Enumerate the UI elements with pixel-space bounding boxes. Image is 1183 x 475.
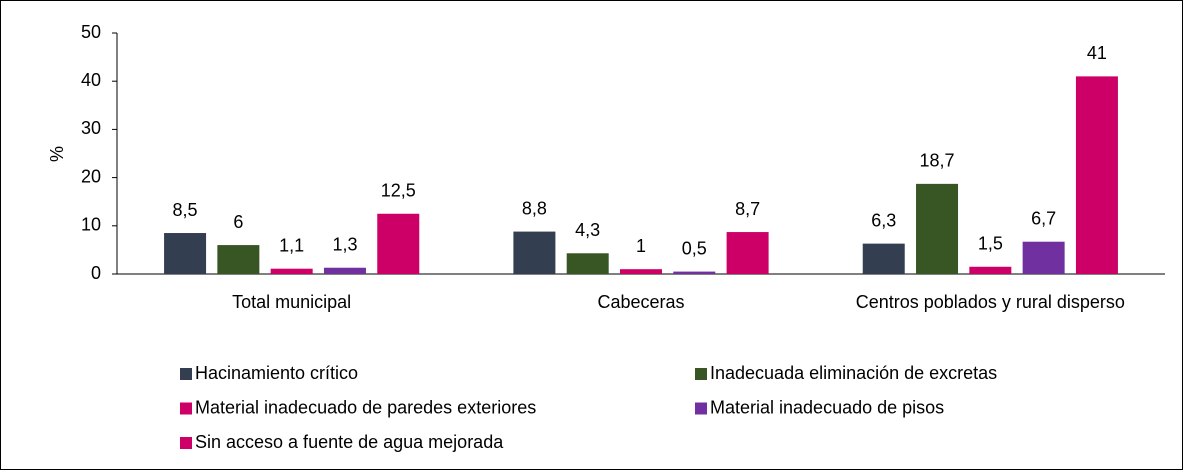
bar bbox=[726, 232, 769, 274]
legend-swatch bbox=[180, 368, 192, 380]
y-tick-label: 20 bbox=[81, 166, 101, 186]
x-tick-label: Total municipal bbox=[232, 292, 351, 312]
bar bbox=[270, 268, 313, 274]
y-tick-label: 40 bbox=[81, 70, 101, 90]
data-label: 41 bbox=[1087, 43, 1107, 63]
bar bbox=[916, 183, 959, 274]
data-label: 8,8 bbox=[522, 198, 547, 218]
y-tick-label: 30 bbox=[81, 118, 101, 138]
legend-swatch bbox=[695, 368, 707, 380]
data-label: 18,7 bbox=[920, 151, 955, 171]
legend-label: Material inadecuado de pisos bbox=[710, 397, 944, 417]
bar bbox=[673, 271, 716, 274]
legend-swatch bbox=[695, 402, 707, 415]
data-label: 8,7 bbox=[735, 199, 760, 219]
bar bbox=[1075, 76, 1118, 274]
data-label: 1,3 bbox=[332, 234, 357, 254]
legend-label: Inadecuada eliminación de excretas bbox=[710, 363, 997, 383]
data-label: 4,3 bbox=[575, 220, 600, 240]
bar bbox=[513, 231, 556, 274]
legend-swatch bbox=[180, 402, 192, 415]
data-label: 1,5 bbox=[978, 234, 1003, 254]
data-label: 12,5 bbox=[381, 181, 416, 201]
x-tick-label: Centros poblados y rural disperso bbox=[856, 292, 1125, 312]
bar bbox=[377, 213, 420, 274]
y-tick-label: 0 bbox=[91, 263, 101, 283]
data-label: 1 bbox=[636, 236, 646, 256]
x-tick-label: Cabeceras bbox=[597, 292, 684, 312]
data-label: 8,5 bbox=[173, 200, 198, 220]
data-label: 6,3 bbox=[871, 210, 896, 230]
bar bbox=[1022, 241, 1065, 274]
bar bbox=[620, 269, 662, 274]
data-label: 1,1 bbox=[279, 235, 304, 255]
bar bbox=[862, 243, 905, 274]
bar bbox=[323, 267, 366, 274]
legend-label: Sin acceso a fuente de agua mejorada bbox=[195, 432, 504, 452]
bar bbox=[217, 245, 260, 274]
legend-label: Hacinamiento crítico bbox=[195, 363, 358, 383]
data-label: 0,5 bbox=[682, 238, 707, 258]
bar bbox=[566, 253, 609, 274]
legend-swatch bbox=[180, 437, 192, 449]
bar bbox=[969, 266, 1012, 274]
legend-label: Material inadecuado de paredes exteriore… bbox=[195, 397, 536, 417]
y-axis-label: % bbox=[47, 146, 67, 162]
y-tick-label: 50 bbox=[81, 22, 101, 42]
data-label: 6,7 bbox=[1031, 208, 1056, 228]
data-label: 6 bbox=[233, 212, 243, 232]
bar bbox=[164, 233, 207, 274]
y-tick-label: 10 bbox=[81, 215, 101, 235]
